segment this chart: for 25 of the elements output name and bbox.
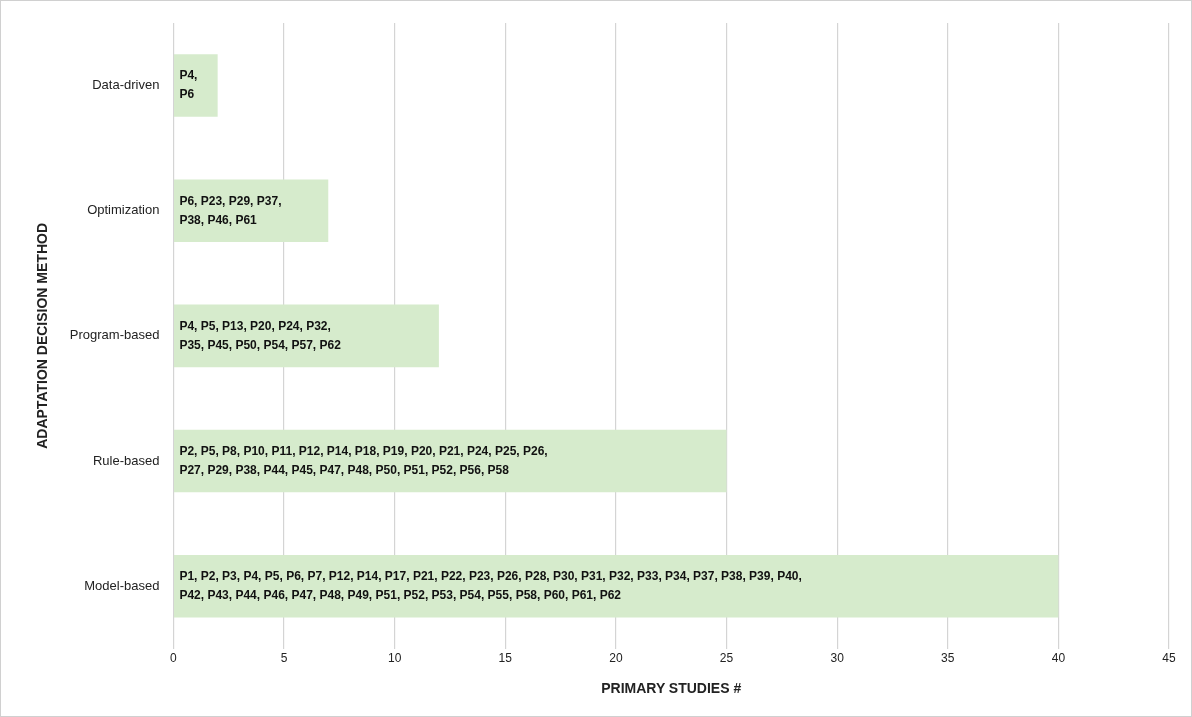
x-tick-label: 35 (941, 651, 955, 666)
data-label: P2, P5, P8, P10, P11, P12, P14, P18, P19, P20, P21, P24, P25, P26, P27, P29, P38, P44, P45, P47, P48, P50, P51, P52, P56, P58 (179, 443, 548, 477)
y-tick-label: Program-based (69, 327, 160, 343)
data-label: P1, P2, P3, P4, P5, P6, P7, P12, P14, P17, P21, P22, P23, P26, P28, P30, P31, P32, P33, P34, P37, P38, P39, P40, P42, P43, P44, P46, P47, P48, P49, P51, P52, P53, P54, P55, P58, P60, P61, P62 (179, 569, 802, 603)
data-label: P4, P6 (179, 68, 198, 102)
y-tick-label: Model-based (84, 577, 160, 593)
y-tick-label: Optimization (87, 202, 160, 218)
x-tick-label: 30 (830, 651, 845, 666)
y-axis-title: ADAPTATION DECISION METHOD (34, 222, 51, 449)
data-label: P6, P23, P29, P37, P38, P46, P61 (179, 193, 282, 227)
x-tick-label: 45 (1162, 651, 1176, 666)
bar (174, 554, 1059, 618)
x-tick-label: 15 (498, 651, 513, 666)
bar (174, 179, 329, 243)
bar (174, 54, 218, 117)
y-tick-label: Rule-based (92, 452, 160, 468)
x-tick-label: 20 (609, 651, 623, 666)
x-tick-label: 10 (387, 651, 402, 666)
x-axis-title: PRIMARY STUDIES # (601, 680, 742, 697)
x-tick-label: 40 (1051, 651, 1066, 666)
data-label: P4, P5, P13, P20, P24, P32, P35, P45, P50, P54, P57, P62 (179, 318, 342, 352)
x-tick-label: 0 (170, 651, 178, 666)
y-tick-label: Data-driven (92, 77, 160, 93)
x-tick-label: 5 (280, 651, 288, 666)
x-tick-label: 25 (719, 651, 734, 666)
